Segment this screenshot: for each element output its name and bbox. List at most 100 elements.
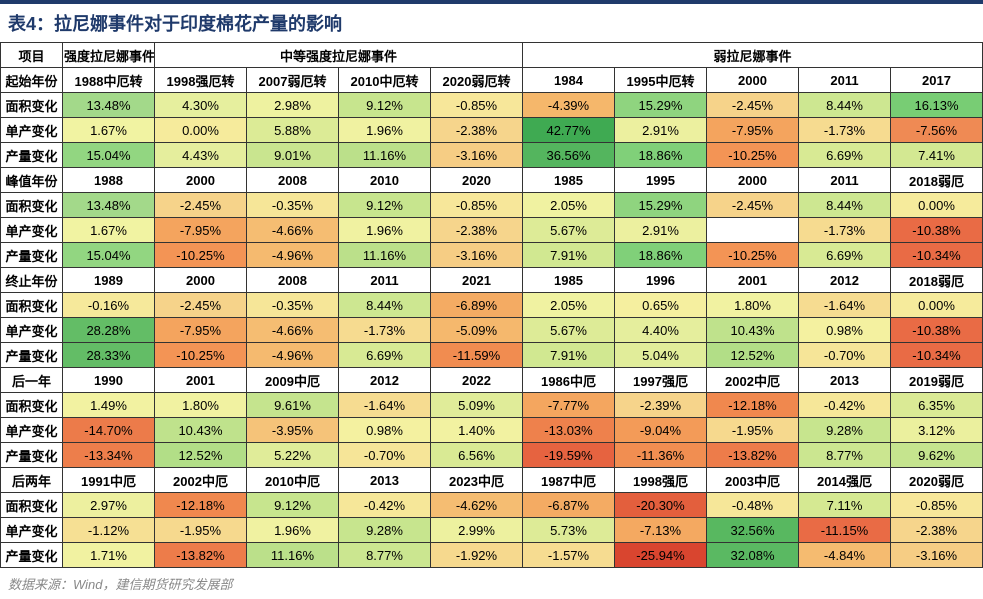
- data-cell: 28.28%: [63, 318, 155, 343]
- data-cell: 9.62%: [891, 443, 983, 468]
- data-cell: 7.91%: [523, 343, 615, 368]
- data-cell: -7.56%: [891, 118, 983, 143]
- data-cell: -10.34%: [891, 243, 983, 268]
- row-label: 面积变化: [1, 193, 63, 218]
- data-cell: 28.33%: [63, 343, 155, 368]
- data-cell: 32.56%: [707, 518, 799, 543]
- data-cell: -7.13%: [615, 518, 707, 543]
- data-cell: 2.97%: [63, 493, 155, 518]
- data-cell: 6.69%: [799, 243, 891, 268]
- data-cell: -4.66%: [247, 218, 339, 243]
- year-cell: 2021: [431, 268, 523, 293]
- data-cell: -10.38%: [891, 318, 983, 343]
- data-cell: 8.44%: [339, 293, 431, 318]
- data-cell: -11.59%: [431, 343, 523, 368]
- data-cell: -1.73%: [339, 318, 431, 343]
- data-cell: -1.95%: [707, 418, 799, 443]
- data-cell: -0.42%: [339, 493, 431, 518]
- year-cell: 2012: [799, 268, 891, 293]
- row-label: 产量变化: [1, 143, 63, 168]
- row-label: 单产变化: [1, 318, 63, 343]
- header-weak: 弱拉尼娜事件: [523, 43, 983, 68]
- data-cell: 16.13%: [891, 93, 983, 118]
- data-cell: -2.38%: [891, 518, 983, 543]
- data-cell: -1.92%: [431, 543, 523, 568]
- data-cell: 0.00%: [891, 293, 983, 318]
- data-cell: 11.16%: [247, 543, 339, 568]
- data-cell: 2.91%: [615, 118, 707, 143]
- data-cell: 32.08%: [707, 543, 799, 568]
- data-cell: 42.77%: [523, 118, 615, 143]
- row-label: 产量变化: [1, 543, 63, 568]
- year-cell: 1989: [63, 268, 155, 293]
- data-cell: 5.09%: [431, 393, 523, 418]
- year-cell: 2009中厄: [247, 368, 339, 393]
- data-cell: -10.34%: [891, 343, 983, 368]
- year-cell: 1995中厄转: [615, 68, 707, 93]
- year-cell: 2017: [891, 68, 983, 93]
- data-cell: -2.38%: [431, 218, 523, 243]
- data-cell: -2.45%: [707, 93, 799, 118]
- year-cell: 2010中厄转: [339, 68, 431, 93]
- data-cell: 15.29%: [615, 193, 707, 218]
- data-cell: 15.29%: [615, 93, 707, 118]
- year-cell: 2008: [247, 168, 339, 193]
- data-cell: 6.56%: [431, 443, 523, 468]
- data-cell: 18.86%: [615, 143, 707, 168]
- data-cell: 9.01%: [247, 143, 339, 168]
- data-cell: -0.70%: [339, 443, 431, 468]
- data-cell: -4.39%: [523, 93, 615, 118]
- header-medium: 中等强度拉尼娜事件: [155, 43, 523, 68]
- data-cell: 11.16%: [339, 143, 431, 168]
- data-cell: 1.49%: [63, 393, 155, 418]
- data-cell: 2.05%: [523, 193, 615, 218]
- row-label: 单产变化: [1, 418, 63, 443]
- data-cell: -4.84%: [799, 543, 891, 568]
- data-cell: 36.56%: [523, 143, 615, 168]
- data-cell: 10.43%: [155, 418, 247, 443]
- data-cell: -10.25%: [707, 143, 799, 168]
- data-cell: -0.85%: [431, 93, 523, 118]
- data-cell: 8.77%: [799, 443, 891, 468]
- data-cell: 9.61%: [247, 393, 339, 418]
- data-cell: -6.89%: [431, 293, 523, 318]
- data-table: 项目 强度拉尼娜事件 中等强度拉尼娜事件 弱拉尼娜事件 起始年份1988中厄转1…: [0, 42, 983, 568]
- data-cell: 7.91%: [523, 243, 615, 268]
- data-cell: 2.91%: [615, 218, 707, 243]
- data-cell: 3.12%: [891, 418, 983, 443]
- row-label: 单产变化: [1, 218, 63, 243]
- data-cell: -2.38%: [431, 118, 523, 143]
- header-strong: 强度拉尼娜事件: [63, 43, 155, 68]
- data-cell: 6.69%: [339, 343, 431, 368]
- year-cell: 2001: [155, 368, 247, 393]
- data-cell: 1.80%: [155, 393, 247, 418]
- row-label: 面积变化: [1, 293, 63, 318]
- year-cell: 2002中厄: [707, 368, 799, 393]
- data-cell: -12.18%: [707, 393, 799, 418]
- header-project: 项目: [1, 43, 63, 68]
- data-cell: -4.66%: [247, 318, 339, 343]
- data-cell: -0.70%: [799, 343, 891, 368]
- year-cell: 1998强厄: [615, 468, 707, 493]
- data-cell: -13.82%: [707, 443, 799, 468]
- data-cell: -10.25%: [155, 243, 247, 268]
- data-cell: 0.65%: [615, 293, 707, 318]
- data-cell: -4.96%: [247, 343, 339, 368]
- data-cell: 4.43%: [155, 143, 247, 168]
- data-cell: -2.45%: [155, 193, 247, 218]
- data-cell: -13.82%: [155, 543, 247, 568]
- data-cell: -20.30%: [615, 493, 707, 518]
- year-cell: 2013: [339, 468, 431, 493]
- data-cell: 8.44%: [799, 93, 891, 118]
- data-cell: 1.67%: [63, 118, 155, 143]
- year-cell: 2003中厄: [707, 468, 799, 493]
- data-cell: -0.42%: [799, 393, 891, 418]
- data-cell: 0.98%: [799, 318, 891, 343]
- data-cell: -7.95%: [155, 318, 247, 343]
- data-cell: -12.18%: [155, 493, 247, 518]
- data-cell: -7.77%: [523, 393, 615, 418]
- row-label: 面积变化: [1, 493, 63, 518]
- data-cell: 4.30%: [155, 93, 247, 118]
- year-cell: 2002中厄: [155, 468, 247, 493]
- row-label: 产量变化: [1, 343, 63, 368]
